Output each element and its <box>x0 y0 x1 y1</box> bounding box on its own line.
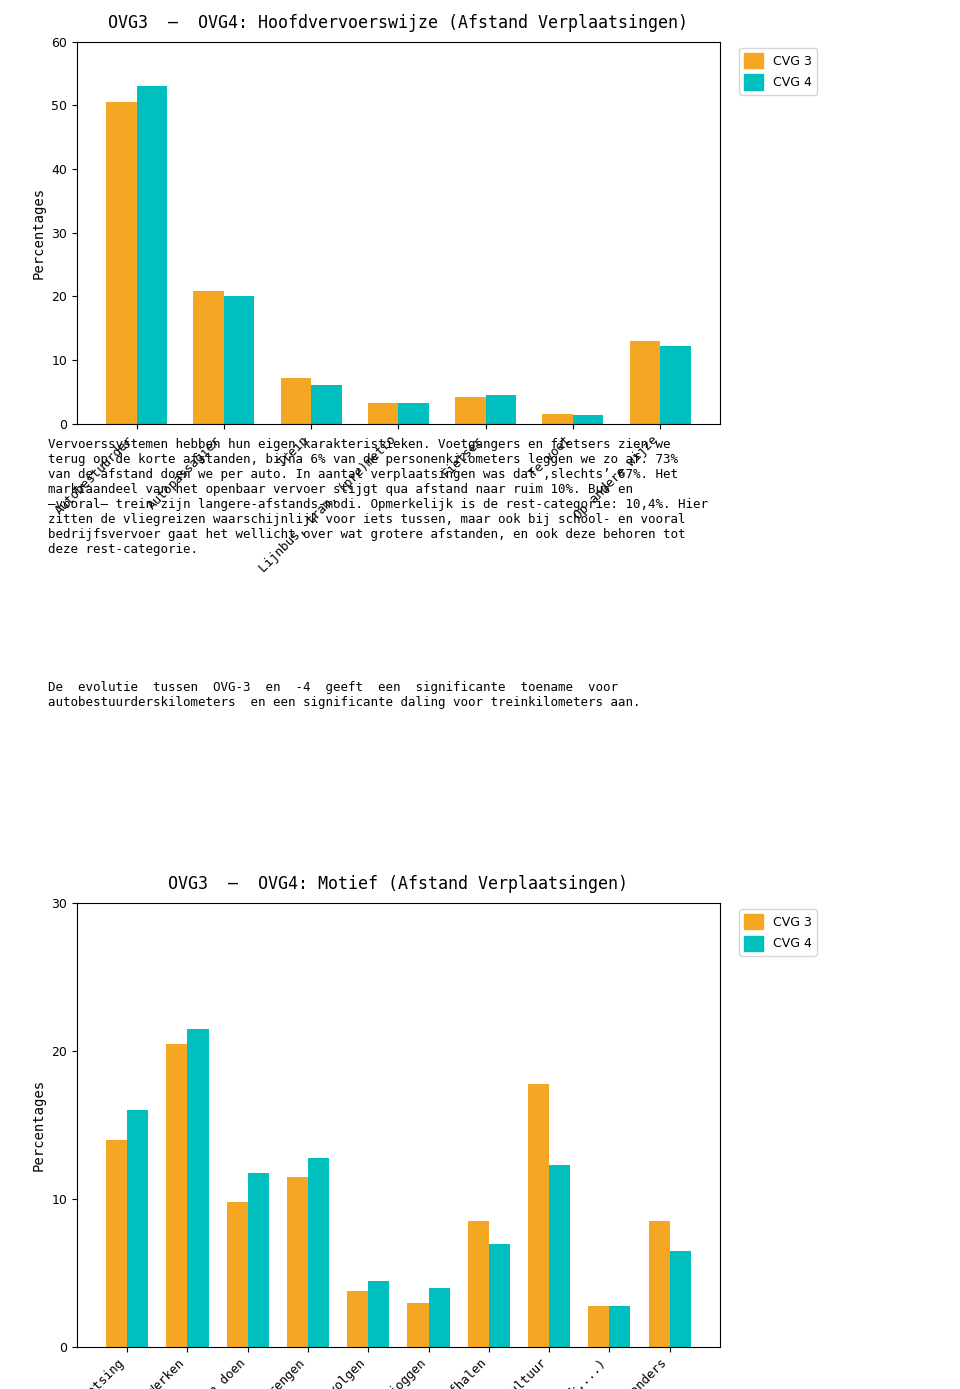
Bar <box>224 296 254 424</box>
Bar <box>227 1201 248 1347</box>
Bar <box>588 1306 610 1347</box>
Y-axis label: Percentages: Percentages <box>32 186 45 279</box>
Bar <box>649 1221 670 1347</box>
Bar <box>486 394 516 424</box>
Bar <box>542 414 573 424</box>
Bar <box>308 1157 329 1347</box>
Legend: CVG 3, CVG 4: CVG 3, CVG 4 <box>739 47 817 94</box>
Text: Vervoerssystemen hebben hun eigen karakteristieken. Voetgangers en fietsers zien: Vervoerssystemen hebben hun eigen karakt… <box>48 438 708 556</box>
Bar <box>248 1172 269 1347</box>
Bar <box>280 378 311 424</box>
Bar <box>528 1083 549 1347</box>
Title: OVG3  –  OVG4: Hoofdvervoerswijze (Afstand Verplaatsingen): OVG3 – OVG4: Hoofdvervoerswijze (Afstand… <box>108 14 688 32</box>
Y-axis label: Percentages: Percentages <box>32 1079 46 1171</box>
Bar <box>311 386 342 424</box>
Bar <box>348 1290 369 1347</box>
Bar <box>610 1306 631 1347</box>
Bar <box>549 1165 570 1347</box>
Bar <box>670 1251 691 1347</box>
Bar <box>398 403 429 424</box>
Bar <box>455 397 486 424</box>
Bar <box>468 1221 489 1347</box>
Title: OVG3  –  OVG4: Motief (Afstand Verplaatsingen): OVG3 – OVG4: Motief (Afstand Verplaatsin… <box>168 875 629 893</box>
Bar <box>127 1110 148 1347</box>
Bar <box>368 403 398 424</box>
Bar <box>106 1140 127 1347</box>
Bar <box>630 340 660 424</box>
Bar <box>369 1281 390 1347</box>
Bar <box>573 415 604 424</box>
Bar <box>489 1243 510 1347</box>
Bar <box>193 292 224 424</box>
Text: De  evolutie  tussen  OVG-3  en  -4  geeft  een  significante  toename  voor
aut: De evolutie tussen OVG-3 en -4 geeft een… <box>48 681 640 708</box>
Legend: CVG 3, CVG 4: CVG 3, CVG 4 <box>739 908 817 956</box>
Bar <box>407 1303 428 1347</box>
Bar <box>660 346 691 424</box>
Bar <box>187 1029 208 1347</box>
Bar <box>428 1288 449 1347</box>
Bar <box>136 86 167 424</box>
Bar <box>287 1176 308 1347</box>
Bar <box>106 103 136 424</box>
Bar <box>166 1043 187 1347</box>
